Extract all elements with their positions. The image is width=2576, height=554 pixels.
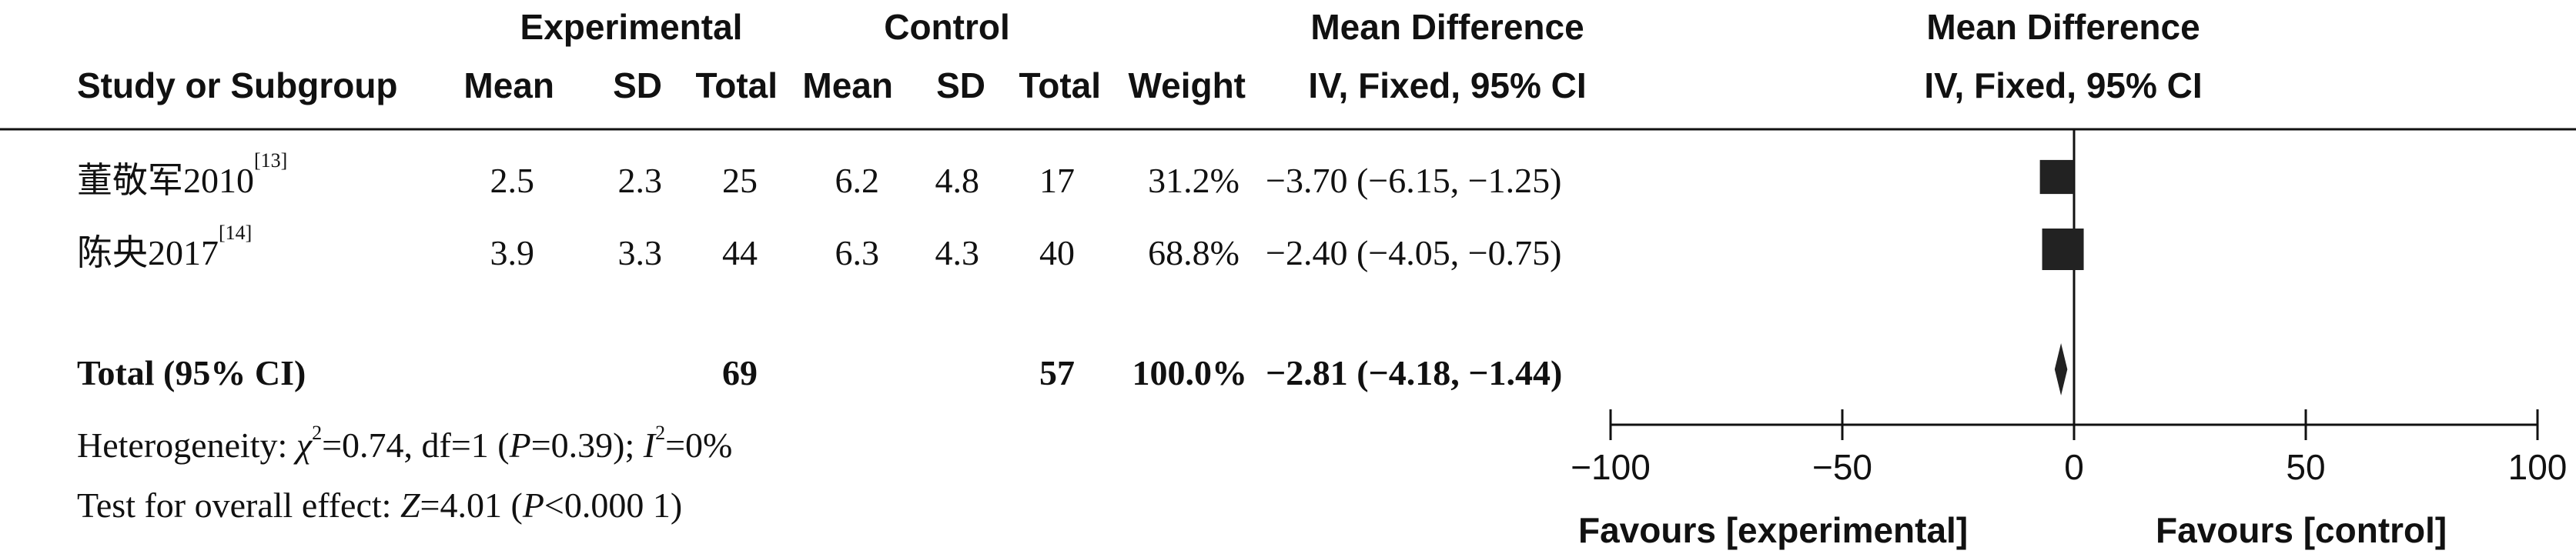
study-1-c-sd: 4.8 — [935, 161, 980, 200]
header-plot-method: IV, Fixed, 95% CI — [1924, 65, 2203, 105]
x-tick-label-3: 50 — [2286, 447, 2326, 487]
study-1-weight: 31.2% — [1148, 161, 1239, 200]
header-e-sd: SD — [613, 65, 662, 105]
header-md-title: Mean Difference — [1310, 7, 1584, 47]
header-study: Study or Subgroup — [77, 65, 398, 105]
study-2-square — [2042, 229, 2084, 270]
total-ci: −2.81 (−4.18, −1.44) — [1266, 353, 1563, 392]
study-2-e-mean: 3.9 — [490, 233, 535, 272]
x-tick-label-0: −100 — [1571, 447, 1651, 487]
header-experimental: Experimental — [520, 7, 743, 47]
x-tick-label-1: −50 — [1812, 447, 1873, 487]
study-ref-1: [13] — [254, 149, 288, 172]
x-tick-label-4: 100 — [2507, 447, 2568, 487]
study-1-c-total: 17 — [1039, 161, 1075, 200]
study-name-1: 董敬军2010[13] — [77, 149, 288, 200]
total-diamond — [2054, 343, 2068, 395]
header-c-mean: Mean — [802, 65, 893, 105]
total-label: Total (95% CI) — [77, 353, 306, 392]
header-md-method: IV, Fixed, 95% CI — [1308, 65, 1587, 105]
study-1-ci: −3.70 (−6.15, −1.25) — [1266, 161, 1562, 200]
study-ref-2: [14] — [219, 222, 253, 244]
header-e-mean: Mean — [463, 65, 554, 105]
study-1-c-mean: 6.2 — [835, 161, 880, 200]
study-1-e-mean: 2.5 — [490, 161, 535, 200]
header-plot-title: Mean Difference — [1926, 7, 2200, 47]
study-2-e-sd: 3.3 — [617, 233, 663, 272]
study-2-c-sd: 4.3 — [935, 233, 980, 272]
header-c-total: Total — [1019, 65, 1101, 105]
header-control: Control — [884, 7, 1010, 47]
study-name-2: 陈央2017[14] — [77, 222, 253, 272]
study-2-weight: 68.8% — [1148, 233, 1239, 272]
study-2-ci: −2.40 (−4.05, −0.75) — [1266, 233, 1562, 272]
study-2-c-total: 40 — [1039, 233, 1075, 272]
study-2-e-total: 44 — [722, 233, 758, 272]
overall-effect-text: Test for overall effect: Z=4.01 (P<0.000… — [77, 486, 683, 525]
study-1-e-sd: 2.3 — [617, 161, 663, 200]
favours-control-label: Favours [control] — [2156, 510, 2447, 550]
total-weight: 100.0% — [1132, 353, 1248, 392]
heterogeneity-text: Heterogeneity: χ2=0.74, df=1 (P=0.39); I… — [77, 422, 733, 465]
header-c-sd: SD — [936, 65, 985, 105]
header-e-total: Total — [695, 65, 778, 105]
total-e-total: 69 — [722, 353, 758, 392]
header-weight: Weight — [1128, 65, 1246, 105]
x-tick-label-2: 0 — [2064, 447, 2084, 487]
total-c-total: 57 — [1039, 353, 1075, 392]
study-1-square — [2039, 159, 2074, 195]
study-2-c-mean: 6.3 — [835, 233, 880, 272]
favours-experimental-label: Favours [experimental] — [1578, 510, 1969, 550]
study-1-e-total: 25 — [722, 161, 758, 200]
